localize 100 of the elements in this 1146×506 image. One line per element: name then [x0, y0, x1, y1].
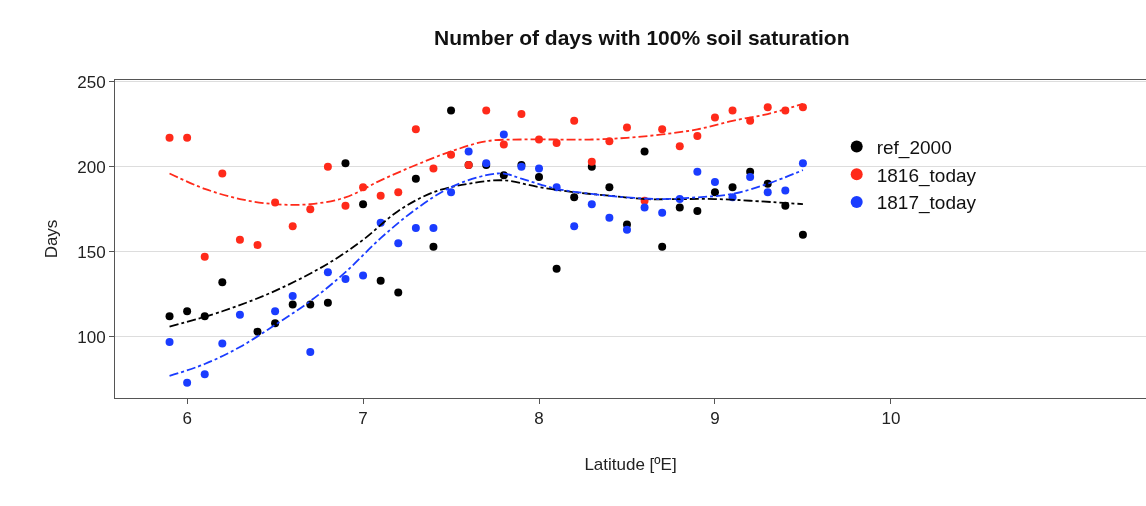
point — [165, 337, 174, 346]
legend-label: 1816_today — [876, 164, 977, 187]
point — [499, 140, 508, 149]
point — [394, 239, 403, 248]
point — [710, 178, 719, 187]
point — [570, 193, 579, 202]
point — [394, 188, 403, 197]
point — [763, 103, 772, 112]
point — [552, 138, 561, 147]
point — [200, 370, 209, 379]
point — [605, 183, 614, 192]
point — [183, 378, 192, 387]
point — [710, 113, 719, 122]
point — [499, 130, 508, 139]
point — [183, 133, 192, 142]
x-tick-label: 7 — [358, 409, 368, 429]
point — [535, 164, 544, 173]
point — [429, 242, 438, 251]
point — [622, 123, 631, 132]
point — [323, 268, 332, 277]
point — [288, 300, 297, 309]
point — [323, 162, 332, 171]
point — [218, 339, 227, 348]
point — [341, 201, 350, 210]
point — [587, 200, 596, 209]
point — [675, 142, 684, 151]
point — [693, 167, 702, 176]
point — [482, 106, 491, 115]
point — [253, 327, 262, 336]
point — [640, 203, 649, 212]
point — [429, 223, 438, 232]
point — [218, 278, 227, 287]
point — [746, 116, 755, 125]
point — [605, 213, 614, 222]
line-series — [168, 169, 804, 377]
point — [622, 225, 631, 234]
point — [306, 205, 315, 214]
point — [675, 203, 684, 212]
point — [464, 147, 473, 156]
point — [447, 106, 456, 115]
point — [517, 110, 526, 119]
point — [728, 183, 737, 192]
x-axis-title: Latitude [ºE] — [584, 454, 677, 474]
point — [183, 307, 192, 316]
y-tick-label: 250 — [77, 72, 106, 92]
point — [658, 125, 667, 134]
point — [763, 188, 772, 197]
point — [429, 164, 438, 173]
point — [341, 159, 350, 168]
point — [693, 132, 702, 141]
point — [447, 188, 456, 197]
point — [376, 191, 385, 200]
point — [288, 222, 297, 231]
point — [200, 252, 209, 261]
point — [552, 264, 561, 273]
point — [411, 223, 420, 232]
x-tick-label: 8 — [534, 409, 544, 429]
point — [218, 169, 227, 178]
point — [746, 172, 755, 181]
point — [570, 222, 579, 231]
point — [411, 125, 420, 134]
point — [710, 188, 719, 197]
point — [447, 150, 456, 159]
point — [798, 159, 807, 168]
point — [323, 298, 332, 307]
point — [341, 274, 350, 283]
point — [535, 172, 544, 181]
legend-label: 1817_today — [876, 192, 977, 215]
y-axis-title: Days — [41, 219, 61, 259]
point — [235, 310, 244, 319]
point — [640, 147, 649, 156]
point — [658, 208, 667, 217]
point — [376, 276, 385, 285]
y-tick-label: 100 — [77, 327, 106, 347]
point — [394, 288, 403, 297]
x-tick-label: 9 — [710, 409, 720, 429]
point — [570, 116, 579, 125]
point — [165, 133, 174, 142]
point — [253, 240, 262, 249]
x-tick-label: 10 — [881, 409, 901, 429]
y-tick-label: 150 — [77, 242, 106, 262]
point — [587, 157, 596, 166]
point — [781, 186, 790, 195]
point — [271, 307, 280, 316]
point — [728, 106, 737, 115]
point — [235, 235, 244, 244]
point — [693, 206, 702, 215]
chart-title: Number of days with 100% soil saturation — [434, 26, 850, 50]
point — [359, 200, 368, 209]
legend-label: ref_2000 — [876, 136, 952, 159]
point — [288, 291, 297, 300]
x-tick-label: 6 — [182, 409, 192, 429]
point — [306, 348, 315, 357]
point — [658, 242, 667, 251]
point — [165, 312, 174, 321]
point — [798, 230, 807, 239]
point — [359, 271, 368, 280]
point — [411, 174, 420, 183]
point — [798, 103, 807, 112]
y-tick-label: 200 — [77, 157, 106, 177]
